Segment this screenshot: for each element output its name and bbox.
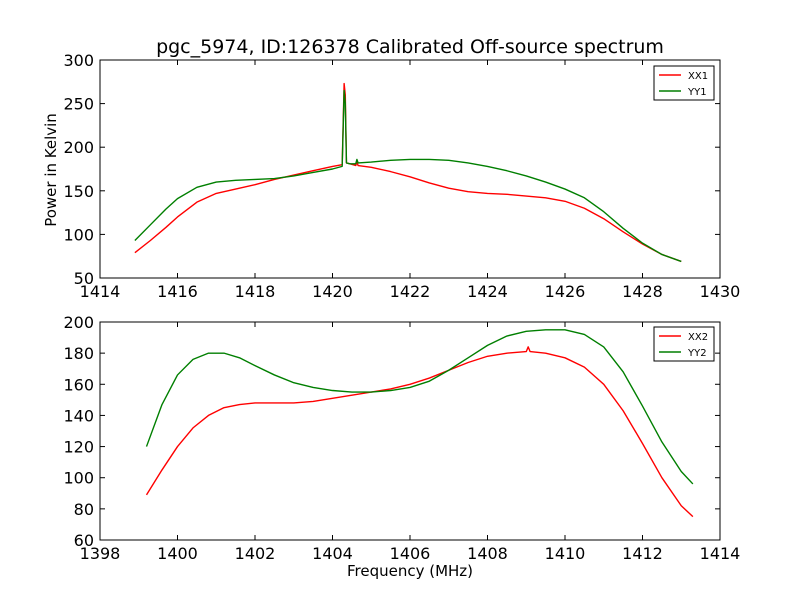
y-tick-label: 150	[63, 182, 94, 201]
x-tick-label: 1430	[700, 282, 741, 301]
x-tick-label: 1402	[235, 544, 276, 563]
legend-label-xx2: XX2	[688, 332, 708, 343]
legend-label-yy2: YY2	[687, 348, 707, 359]
series-line-yy2	[145, 329, 694, 485]
x-tick-label: 1426	[545, 282, 586, 301]
x-tick-label: 1410	[545, 544, 586, 563]
bottom-x-axis-label: Frequency (MHz)	[347, 562, 473, 580]
bottom-subplot: Frequency (MHz) 1398 1400 1402 1404 1406 1408…	[63, 313, 740, 580]
top-subplot: pgc_5974, ID:126378 Calibrated Off-sourc…	[42, 36, 740, 301]
y-tick-label: 80	[74, 500, 94, 519]
legend-box	[653, 65, 715, 101]
y-tick-label: 250	[63, 95, 94, 114]
x-tick-label: 1420	[312, 282, 353, 301]
y-tick-label: 160	[63, 375, 94, 394]
y-tick-label: 180	[63, 344, 94, 363]
y-tick-label: 60	[74, 531, 94, 550]
y-tick-label: 200	[63, 313, 94, 332]
x-tick-label: 1412	[622, 544, 663, 563]
y-tick-label: 50	[74, 269, 94, 288]
chart-title: pgc_5974, ID:126378 Calibrated Off-sourc…	[156, 36, 664, 58]
y-tick-label: 300	[63, 51, 94, 70]
series-line-xx2	[145, 346, 694, 518]
x-tick-label: 1398	[80, 544, 121, 563]
legend-label-yy1: YY1	[687, 87, 707, 98]
x-tick-label: 1408	[467, 544, 508, 563]
x-tick-label: 1416	[157, 282, 198, 301]
y-tick-label: 200	[63, 138, 94, 157]
x-tick-label: 1400	[157, 544, 198, 563]
x-tick-label: 1428	[622, 282, 663, 301]
y-tick-label: 120	[63, 438, 94, 457]
x-tick-label: 1406	[390, 544, 431, 563]
legend-box	[653, 326, 715, 362]
x-tick-label: 1404	[312, 544, 353, 563]
x-tick-label: 1422	[390, 282, 431, 301]
bottom-plot-area: 1398 1400 1402 1404 1406 1408 1410 1412 1414 60 80…	[63, 313, 740, 563]
x-tick-label: 1414	[700, 544, 741, 563]
x-tick-label: 1418	[235, 282, 276, 301]
x-tick-label: 1414	[80, 282, 121, 301]
top-y-axis-label: Power in Kelvin	[42, 113, 60, 227]
top-plot-area: 1414 1416 1418 1420 1422 1424 1426 1428 1430 50 10…	[63, 51, 740, 301]
y-tick-label: 140	[63, 406, 94, 425]
x-tick-label: 1424	[467, 282, 508, 301]
y-tick-label: 100	[63, 225, 94, 244]
series-line-yy1	[134, 89, 682, 263]
y-tick-label: 100	[63, 469, 94, 488]
legend-label-xx1: XX1	[688, 71, 708, 82]
